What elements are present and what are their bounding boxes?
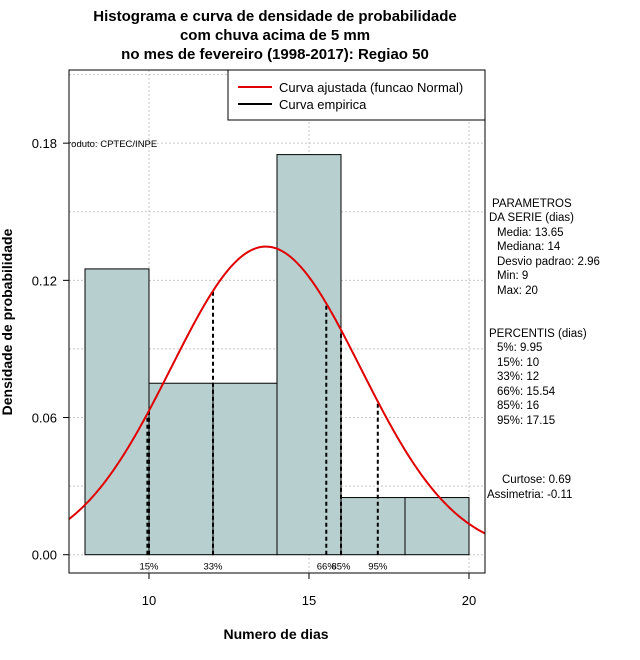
param-mean: Media: 13.65 bbox=[497, 227, 564, 239]
percentile-label: 15% bbox=[139, 562, 159, 573]
kurtosis: Curtose: 0.69 bbox=[502, 474, 571, 486]
y-tick-label: 0.12 bbox=[32, 273, 57, 288]
fitted-normal-curve bbox=[68, 245, 486, 535]
legend-label-empirical: Curva empirica bbox=[279, 97, 367, 112]
x-axis: 10 15 20 bbox=[142, 573, 476, 608]
chart-title: Histograma e curva de densidade de proba… bbox=[93, 8, 456, 63]
histogram-bar bbox=[212, 382, 278, 556]
histogram-bars bbox=[84, 154, 470, 556]
x-tick-label: 10 bbox=[142, 593, 156, 608]
legend: Curva ajustada (funcao Normal) Curva emp… bbox=[227, 69, 486, 121]
percentiles-heading: PERCENTIS (dias) bbox=[489, 328, 587, 340]
percentile-label: 95% bbox=[368, 562, 388, 573]
parameters-heading-1: PARAMETROS bbox=[492, 198, 572, 210]
percentile-95: 95%: 17.15 bbox=[497, 415, 555, 427]
y-tick-label: 0.18 bbox=[32, 136, 57, 151]
percentile-lines bbox=[146, 290, 379, 555]
histogram-bar bbox=[276, 154, 342, 556]
histogram-bar bbox=[404, 497, 470, 556]
y-tick-label: 0.06 bbox=[32, 411, 57, 426]
param-min: Min: 9 bbox=[497, 270, 528, 282]
chart-title-line-3: no mes de fevereiro (1998-2017): Regiao … bbox=[121, 46, 429, 63]
x-tick-label: 20 bbox=[462, 593, 476, 608]
percentile-labels: 15% 33% 66%85% 95% bbox=[139, 562, 387, 573]
legend-label-fitted: Curva ajustada (funcao Normal) bbox=[279, 80, 463, 95]
percentile-15: 15%: 10 bbox=[497, 357, 539, 369]
y-tick-label: 0.00 bbox=[32, 548, 57, 563]
percentile-label: 85% bbox=[331, 562, 351, 573]
chart-title-line-1: Histograma e curva de densidade de proba… bbox=[93, 8, 456, 25]
param-stddev: Desvio padrao: 2.96 bbox=[497, 256, 600, 268]
legend-box bbox=[227, 69, 486, 121]
parameters-heading-2: DA SERIE (dias) bbox=[489, 212, 574, 224]
percentiles-panel: PERCENTIS (dias) 5%: 9.95 15%: 10 33%: 1… bbox=[489, 328, 587, 427]
parameters-panel: PARAMETROS DA SERIE (dias) Media: 13.65 … bbox=[489, 198, 600, 297]
shape-panel: Curtose: 0.69 Assimetria: -0.11 bbox=[487, 474, 572, 501]
histogram-bar bbox=[84, 268, 150, 556]
y-axis-label: Densidade de probabilidade bbox=[0, 228, 15, 415]
product-annotation: roduto: CPTEC/INPE bbox=[68, 139, 157, 150]
percentile-5: 5%: 9.95 bbox=[497, 342, 542, 354]
percentile-label: 33% bbox=[203, 562, 223, 573]
x-axis-label: Numero de dias bbox=[223, 626, 328, 642]
skewness: Assimetria: -0.11 bbox=[487, 489, 572, 501]
percentile-label: 66% bbox=[317, 562, 337, 573]
percentile-66: 66%: 15.54 bbox=[497, 386, 556, 398]
histogram-bar bbox=[148, 382, 214, 556]
histogram-bar bbox=[340, 497, 406, 556]
param-median: Mediana: 14 bbox=[497, 241, 561, 253]
percentile-33: 33%: 12 bbox=[497, 371, 539, 383]
percentile-85: 85%: 16 bbox=[497, 400, 539, 412]
chart-title-line-2: com chuva acima de 5 mm bbox=[180, 27, 370, 44]
param-max: Max: 20 bbox=[497, 285, 538, 297]
y-axis: 0.00 0.06 0.12 0.18 bbox=[32, 136, 69, 563]
x-tick-label: 15 bbox=[302, 593, 316, 608]
